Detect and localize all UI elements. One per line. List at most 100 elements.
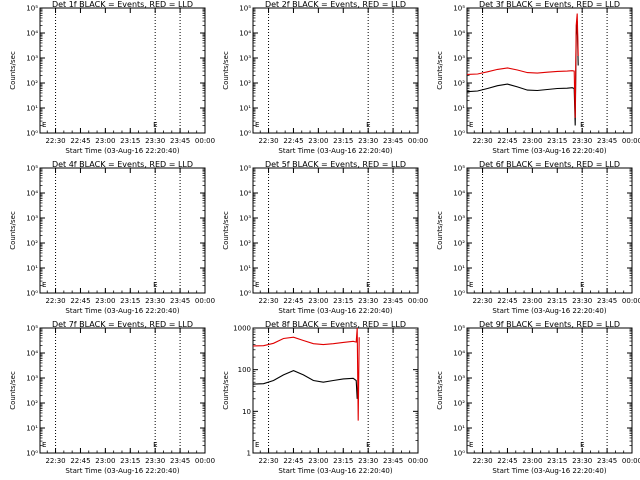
x-tick-label: 22:30 xyxy=(472,457,492,465)
y-tick-label: 1000 xyxy=(233,325,251,333)
x-tick-label: 23:30 xyxy=(572,297,592,305)
x-tick-label: 23:00 xyxy=(308,137,328,145)
x-axis-label: Start Time (03-Aug-16 22:20:40) xyxy=(492,147,606,155)
x-tick-label: 23:45 xyxy=(170,457,190,465)
x-tick-label: 23:30 xyxy=(145,297,165,305)
event-marker-label: E xyxy=(42,441,46,449)
x-tick-label: 23:45 xyxy=(597,457,617,465)
y-tick-label: 10² xyxy=(26,240,38,248)
x-tick-label: 23:30 xyxy=(145,137,165,145)
x-tick-label: 22:30 xyxy=(45,137,65,145)
x-tick-label: 23:45 xyxy=(597,297,617,305)
y-axis-label: Counts/sec xyxy=(436,51,444,90)
x-axis-label: Start Time (03-Aug-16 22:20:40) xyxy=(492,307,606,315)
plot-frame xyxy=(39,327,206,454)
panel-title: Det 9f BLACK = Events, RED = LLD xyxy=(479,320,620,329)
x-tick-label: 00:00 xyxy=(195,297,215,305)
event-marker-label: E xyxy=(469,441,473,449)
y-tick-label: 10⁵ xyxy=(26,5,38,13)
x-tick-label: 23:15 xyxy=(547,457,567,465)
series-line-1 xyxy=(252,327,360,421)
event-marker-label: E xyxy=(255,121,259,129)
x-tick-label: 23:45 xyxy=(170,137,190,145)
x-tick-label: 23:00 xyxy=(95,137,115,145)
x-tick-label: 23:15 xyxy=(547,297,567,305)
y-axis-label: Counts/sec xyxy=(436,211,444,250)
y-axis-label: Counts/sec xyxy=(222,211,230,250)
x-tick-label: 22:45 xyxy=(497,137,517,145)
x-tick-label: 23:45 xyxy=(170,297,190,305)
x-axis-label: Start Time (03-Aug-16 22:20:40) xyxy=(278,307,392,315)
x-tick-label: 23:30 xyxy=(358,297,378,305)
y-tick-label: 10³ xyxy=(239,215,251,223)
y-axis-label: Counts/sec xyxy=(222,51,230,90)
y-tick-label: 10² xyxy=(26,80,38,88)
y-tick-label: 100 xyxy=(238,366,251,374)
y-tick-label: 10⁰ xyxy=(453,450,465,458)
panel-det-1f: Det 1f BLACK = Events, RED = LLD Counts/s… xyxy=(9,0,215,155)
y-tick-label: 10² xyxy=(453,240,465,248)
x-tick-label: 23:15 xyxy=(333,457,353,465)
y-tick-label: 10⁰ xyxy=(453,130,465,138)
event-marker-label: E xyxy=(42,121,46,129)
panel-title: Det 6f BLACK = Events, RED = LLD xyxy=(479,160,620,169)
event-marker-label: E xyxy=(255,281,259,289)
x-axis-label: Start Time (03-Aug-16 22:20:40) xyxy=(65,467,179,475)
plot-frame xyxy=(466,167,633,294)
event-marker-label: E xyxy=(366,281,370,289)
y-tick-label: 10⁴ xyxy=(26,350,38,358)
event-marker-label: E xyxy=(366,441,370,449)
x-axis-label: Start Time (03-Aug-16 22:20:40) xyxy=(278,467,392,475)
panel-title: Det 1f BLACK = Events, RED = LLD xyxy=(52,0,193,9)
y-tick-label: 10³ xyxy=(239,55,251,63)
event-marker-label: E xyxy=(153,281,157,289)
y-tick-label: 10⁰ xyxy=(239,290,251,298)
x-tick-label: 22:45 xyxy=(497,457,517,465)
x-tick-label: 23:15 xyxy=(333,297,353,305)
y-axis-label: Counts/sec xyxy=(222,371,230,410)
x-tick-label: 22:45 xyxy=(70,137,90,145)
event-marker-label: E xyxy=(153,441,157,449)
x-tick-label: 23:00 xyxy=(95,297,115,305)
x-tick-label: 23:30 xyxy=(358,137,378,145)
x-tick-label: 22:30 xyxy=(45,457,65,465)
panel-title: Det 7f BLACK = Events, RED = LLD xyxy=(52,320,193,329)
y-tick-label: 10² xyxy=(239,80,251,88)
x-tick-label: 23:45 xyxy=(597,137,617,145)
y-tick-label: 10⁴ xyxy=(26,190,38,198)
x-tick-label: 23:00 xyxy=(522,137,542,145)
panel-title: Det 8f BLACK = Events, RED = LLD xyxy=(265,320,406,329)
x-axis-label: Start Time (03-Aug-16 22:20:40) xyxy=(492,467,606,475)
x-tick-label: 22:45 xyxy=(283,297,303,305)
plot-frame xyxy=(252,167,419,294)
x-tick-label: 23:00 xyxy=(522,457,542,465)
event-marker-label: E xyxy=(580,441,584,449)
plot-frame xyxy=(252,327,419,454)
y-tick-label: 10³ xyxy=(453,55,465,63)
x-tick-label: 23:15 xyxy=(120,137,140,145)
event-marker-label: E xyxy=(42,281,46,289)
y-tick-label: 10⁵ xyxy=(453,325,465,333)
y-axis-label: Counts/sec xyxy=(9,371,17,410)
panel-title: Det 5f BLACK = Events, RED = LLD xyxy=(265,160,406,169)
x-tick-label: 23:45 xyxy=(383,297,403,305)
y-tick-label: 10⁴ xyxy=(453,350,465,358)
panel-det-3f: Det 3f BLACK = Events, RED = LLD Counts/s… xyxy=(436,0,640,155)
x-tick-label: 23:00 xyxy=(308,297,328,305)
y-tick-label: 10¹ xyxy=(239,265,251,273)
panel-det-8f: Det 8f BLACK = Events, RED = LLD Counts/s… xyxy=(222,320,428,475)
x-tick-label: 23:30 xyxy=(145,457,165,465)
y-tick-label: 10⁵ xyxy=(26,165,38,173)
x-tick-label: 23:00 xyxy=(522,297,542,305)
panel-title: Det 3f BLACK = Events, RED = LLD xyxy=(479,0,620,9)
y-tick-label: 10¹ xyxy=(453,265,465,273)
event-marker-label: E xyxy=(580,281,584,289)
x-tick-label: 23:15 xyxy=(120,297,140,305)
y-tick-label: 10⁴ xyxy=(239,190,251,198)
y-tick-label: 10² xyxy=(26,400,38,408)
y-tick-label: 10⁰ xyxy=(453,290,465,298)
y-tick-label: 10⁵ xyxy=(239,5,251,13)
x-tick-label: 22:45 xyxy=(70,297,90,305)
x-tick-label: 22:30 xyxy=(258,457,278,465)
x-tick-label: 22:30 xyxy=(472,297,492,305)
